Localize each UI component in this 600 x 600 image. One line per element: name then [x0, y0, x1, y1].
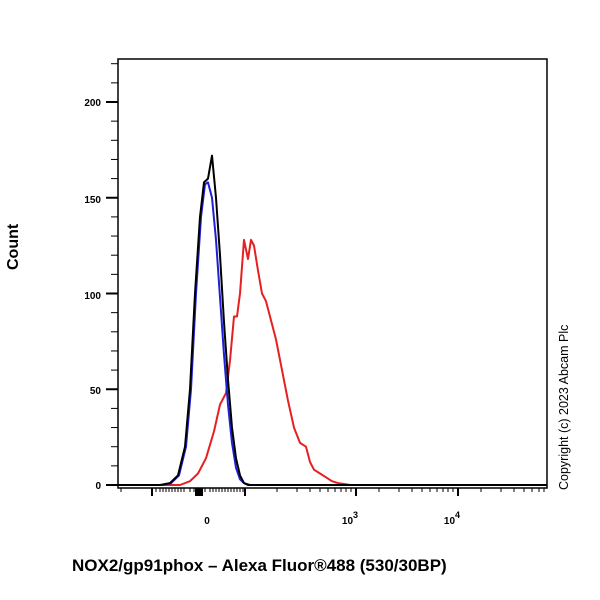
histogram-series-blue: [118, 181, 547, 486]
y-tick-200: 200: [84, 98, 101, 109]
x-tick-1e3: 103: [342, 510, 358, 527]
y-tick-50: 50: [90, 386, 102, 397]
histogram-series-black: [118, 154, 547, 486]
histogram-series-red: [118, 238, 547, 486]
y-axis-label: Count: [5, 223, 22, 270]
x-tick-1e4: 104: [444, 510, 460, 527]
histogram-curves: [118, 154, 547, 486]
y-tick-0: 0: [95, 481, 101, 492]
copyright-text: Copyright (c) 2023 Abcam Plc: [557, 324, 571, 490]
x-axis-label: NOX2/gp91phox – Alexa Fluor®488 (530/30B…: [72, 556, 447, 575]
x-axis-ticks: [120, 488, 545, 496]
x-tick-0: 0: [204, 516, 210, 527]
plot-frame: [117, 58, 548, 489]
y-axis-ticks: [106, 63, 118, 486]
y-tick-100: 100: [84, 291, 101, 302]
y-tick-150: 150: [84, 195, 101, 206]
